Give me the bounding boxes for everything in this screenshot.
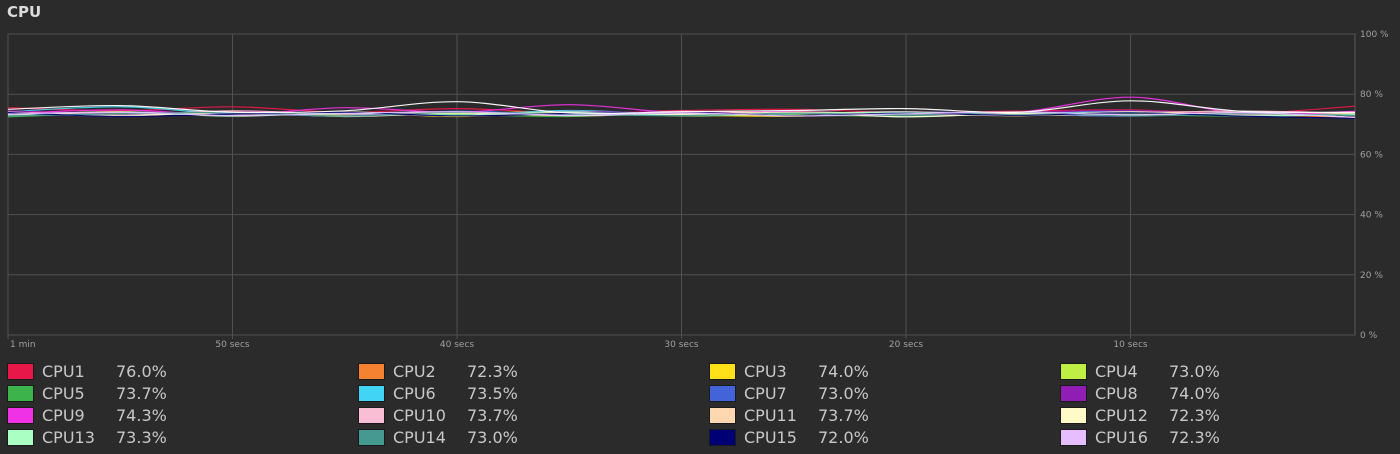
- x-tick-label: 50 secs: [215, 340, 249, 350]
- legend-item-cpu1[interactable]: CPU1 76.0%: [7, 360, 167, 382]
- color-swatch[interactable]: [1060, 406, 1087, 424]
- legend-value: 72.3%: [1169, 427, 1220, 447]
- legend-item-cpu6[interactable]: CPU6 73.5%: [358, 382, 518, 404]
- legend-label: CPU9: [42, 405, 85, 425]
- legend-value: 73.3%: [116, 427, 167, 447]
- series-line-cpu16: [7, 111, 1356, 118]
- legend-label: CPU16: [1095, 427, 1148, 447]
- legend-item-cpu7[interactable]: CPU7 73.0%: [709, 382, 869, 404]
- legend-item-cpu4[interactable]: CPU4 73.0%: [1060, 360, 1220, 382]
- legend-label: CPU2: [393, 361, 436, 381]
- series-line-extra: [7, 100, 1356, 115]
- legend-label: CPU13: [42, 427, 95, 447]
- color-swatch[interactable]: [358, 384, 385, 402]
- legend-value: 72.3%: [1169, 405, 1220, 425]
- legend-item-cpu12[interactable]: CPU12 72.3%: [1060, 404, 1220, 426]
- legend-item-cpu2[interactable]: CPU2 72.3%: [358, 360, 518, 382]
- legend-label: CPU12: [1095, 405, 1148, 425]
- legend-item-cpu16[interactable]: CPU16 72.3%: [1060, 426, 1220, 448]
- legend-item-cpu13[interactable]: CPU13 73.3%: [7, 426, 167, 448]
- legend-label: CPU10: [393, 405, 446, 425]
- legend-label: CPU5: [42, 383, 85, 403]
- y-tick-label: 40 %: [1360, 211, 1383, 221]
- legend-value: 72.0%: [818, 427, 869, 447]
- y-tick-label: 60 %: [1360, 150, 1383, 160]
- legend-value: 73.0%: [467, 427, 518, 447]
- color-swatch[interactable]: [7, 428, 34, 446]
- legend-item-cpu3[interactable]: CPU3 74.0%: [709, 360, 869, 382]
- legend-label: CPU7: [744, 383, 787, 403]
- legend-value: 72.3%: [467, 361, 518, 381]
- legend-value: 76.0%: [116, 361, 167, 381]
- legend-item-cpu15[interactable]: CPU15 72.0%: [709, 426, 869, 448]
- legend-item-cpu8[interactable]: CPU8 74.0%: [1060, 382, 1220, 404]
- legend-label: CPU1: [42, 361, 85, 381]
- color-swatch[interactable]: [7, 362, 34, 380]
- color-swatch[interactable]: [709, 362, 736, 380]
- legend-item-cpu11[interactable]: CPU11 73.7%: [709, 404, 869, 426]
- color-swatch[interactable]: [358, 362, 385, 380]
- section-title: CPU: [7, 3, 42, 21]
- x-tick-label: 20 secs: [889, 340, 923, 350]
- legend-label: CPU11: [744, 405, 797, 425]
- cpu-history-chart: 100 % 80 % 60 % 40 % 20 % 0 % 1 min 50 secs 40 s…: [7, 30, 1389, 350]
- x-tick-label: 30 secs: [664, 340, 698, 350]
- y-tick-label: 80 %: [1360, 90, 1383, 100]
- y-tick-label: 0 %: [1360, 331, 1378, 341]
- legend-label: CPU6: [393, 383, 436, 403]
- legend-value: 73.7%: [467, 405, 518, 425]
- legend-value: 73.5%: [467, 383, 518, 403]
- color-swatch[interactable]: [7, 384, 34, 402]
- legend-value: 73.0%: [1169, 361, 1220, 381]
- cpu-legend: CPU1 76.0% CPU2 72.3% CPU3 74.0% CPU4 73.0% CPU5…: [0, 358, 1400, 450]
- legend-value: 74.0%: [1169, 383, 1220, 403]
- color-swatch[interactable]: [7, 406, 34, 424]
- legend-value: 73.7%: [116, 383, 167, 403]
- legend-item-cpu10[interactable]: CPU10 73.7%: [358, 404, 518, 426]
- color-swatch[interactable]: [1060, 384, 1087, 402]
- legend-value: 74.0%: [818, 361, 869, 381]
- x-tick-label: 1 min: [10, 340, 36, 350]
- y-tick-label: 20 %: [1360, 271, 1383, 281]
- color-swatch[interactable]: [358, 406, 385, 424]
- x-tick-label: 10 secs: [1113, 340, 1147, 350]
- legend-item-cpu14[interactable]: CPU14 73.0%: [358, 426, 518, 448]
- color-swatch[interactable]: [709, 428, 736, 446]
- legend-value: 74.3%: [116, 405, 167, 425]
- legend-item-cpu5[interactable]: CPU5 73.7%: [7, 382, 167, 404]
- color-swatch[interactable]: [1060, 362, 1087, 380]
- legend-label: CPU14: [393, 427, 446, 447]
- legend-value: 73.7%: [818, 405, 869, 425]
- legend-label: CPU15: [744, 427, 797, 447]
- color-swatch[interactable]: [709, 384, 736, 402]
- y-tick-label: 100 %: [1360, 30, 1389, 40]
- legend-label: CPU4: [1095, 361, 1138, 381]
- legend-value: 73.0%: [818, 383, 869, 403]
- x-tick-label: 40 secs: [440, 340, 474, 350]
- color-swatch[interactable]: [1060, 428, 1087, 446]
- color-swatch[interactable]: [709, 406, 736, 424]
- legend-label: CPU8: [1095, 383, 1138, 403]
- color-swatch[interactable]: [358, 428, 385, 446]
- legend-item-cpu9[interactable]: CPU9 74.3%: [7, 404, 167, 426]
- legend-label: CPU3: [744, 361, 787, 381]
